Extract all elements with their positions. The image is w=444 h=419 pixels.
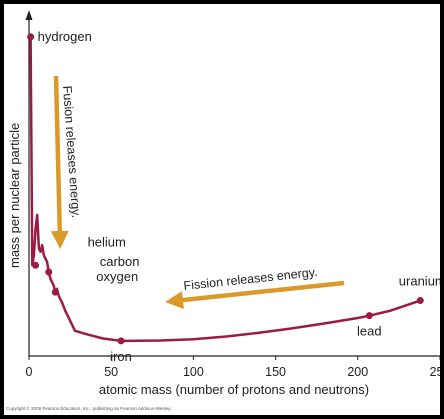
point-helium: [32, 261, 40, 269]
binding-energy-chart: 0 50 100 150 200 250 hydrogen helium carbonoxyg…: [6, 10, 440, 411]
x-tick-label: 0: [26, 365, 33, 379]
fusion-arrow: [50, 75, 69, 249]
point-label-uranium: uranium: [399, 274, 440, 289]
point-carbon: [45, 268, 53, 276]
point-label-helium: helium: [88, 234, 126, 249]
y-axis-arrow: [25, 10, 33, 20]
point-uranium: [416, 297, 424, 305]
x-tick-label: 50: [104, 365, 118, 379]
y-axis-title: mass per nuclear particle: [7, 123, 22, 268]
x-axis-ticks: 0 50 100 150 200 250: [26, 356, 440, 379]
x-axis-title: atomic mass (number of protons and neutr…: [99, 382, 369, 397]
series-line: [29, 35, 422, 343]
point-label-iron: iron: [110, 349, 132, 364]
x-tick-label: 250: [430, 365, 440, 379]
chart-frame: 0 50 100 150 200 250 hydrogen helium carbonoxyg…: [4, 4, 440, 415]
point-label-lead: lead: [357, 324, 382, 339]
point-lead: [365, 312, 373, 320]
fusion-annotation: Fusion releases energy.: [60, 85, 83, 218]
x-tick-label: 150: [265, 365, 286, 379]
point-iron: [117, 337, 125, 345]
point-label-hydrogen: hydrogen: [38, 29, 92, 44]
fission-arrow: [165, 280, 345, 310]
x-tick-label: 100: [183, 365, 204, 379]
point-hydrogen: [27, 33, 35, 41]
copyright-notice: Copyright © 2008 Pearson Education, Inc.…: [6, 405, 171, 411]
point-oxygen: [51, 288, 59, 296]
point-label-oxygen: oxygen: [96, 269, 138, 284]
point-label-carbon: carbon: [100, 254, 140, 269]
x-tick-label: 200: [347, 365, 368, 379]
